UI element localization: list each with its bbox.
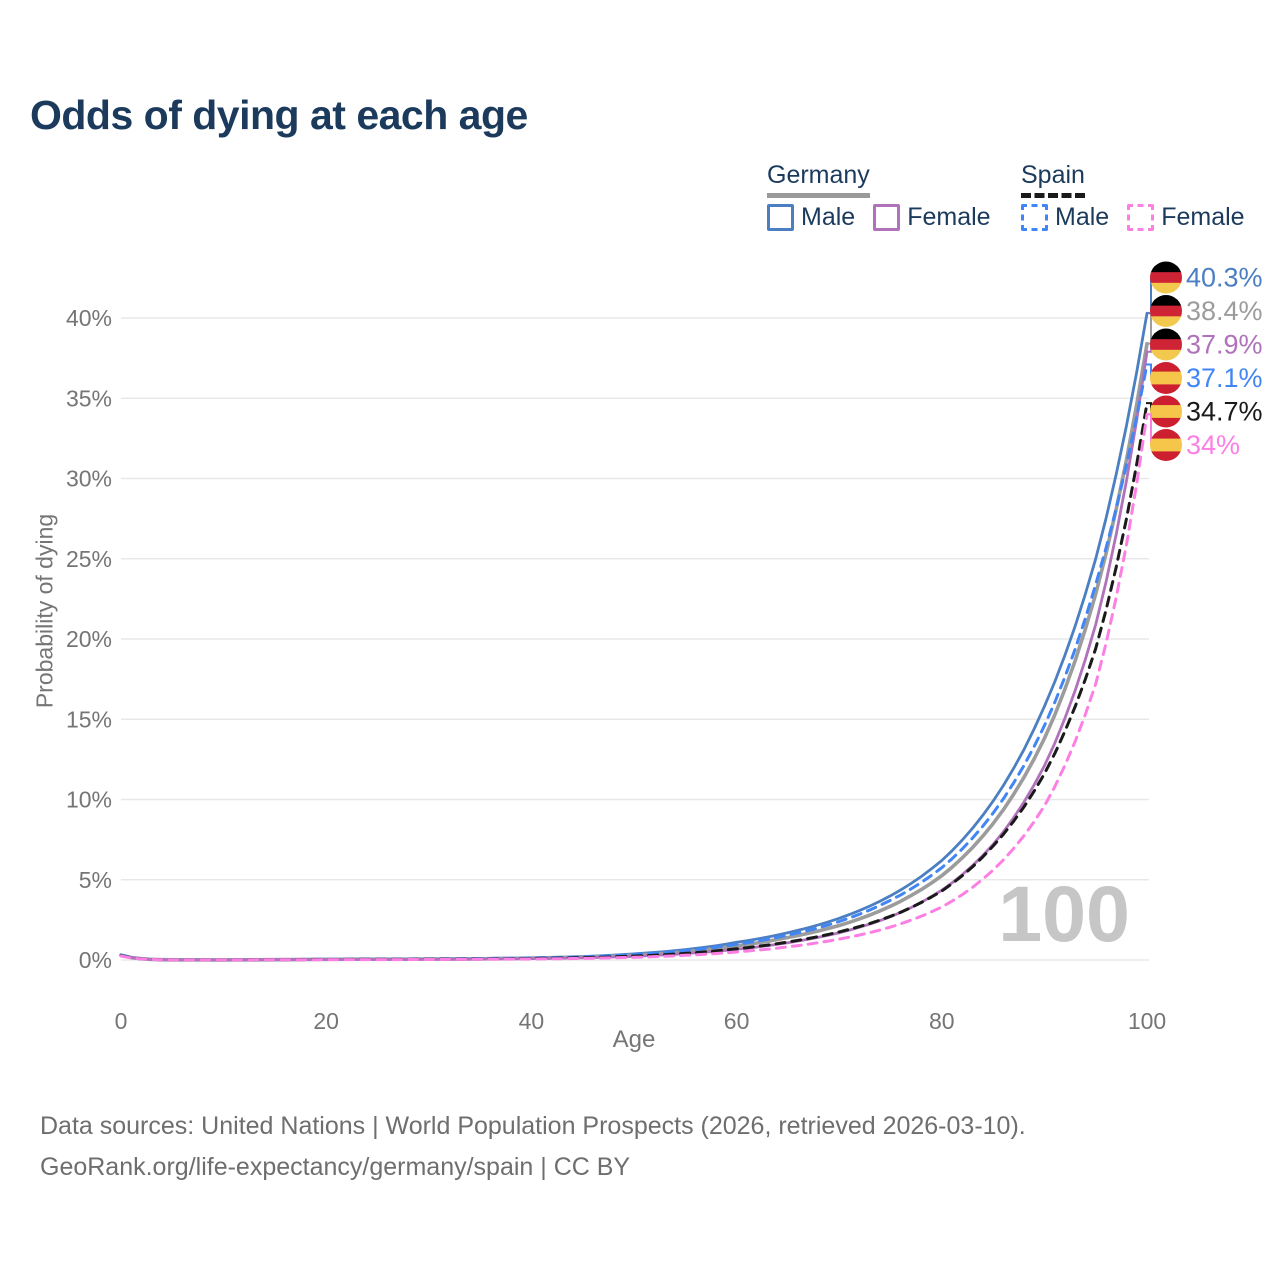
y-tick-label: 15% <box>66 706 112 732</box>
legend-group-germany: Germany Male Female <box>767 161 991 231</box>
y-tick-label: 35% <box>66 385 112 411</box>
germany-flag-icon <box>1150 328 1182 361</box>
series-line-germany-male[interactable] <box>119 311 1149 962</box>
footer-attribution-line: GeoRank.org/life-expectancy/germany/spai… <box>40 1153 631 1181</box>
legend-germany-female[interactable]: Female <box>873 203 991 232</box>
x-tick-label: 0 <box>115 1008 128 1034</box>
end-value-label-germany-male: 40.3% <box>1186 263 1263 293</box>
y-tick-label: 40% <box>66 305 112 331</box>
spain-female-swatch-icon <box>1127 204 1155 231</box>
germany-female-swatch-icon <box>873 204 901 231</box>
end-value-label-germany-female: 37.9% <box>1186 330 1263 360</box>
series-line-spain-female[interactable] <box>119 412 1149 962</box>
spain-flag-icon <box>1150 362 1182 394</box>
x-tick-label: 20 <box>313 1008 339 1034</box>
x-tick-label: 100 <box>1128 1008 1166 1034</box>
footer-sources-line: Data sources: United Nations | World Pop… <box>40 1112 1026 1140</box>
legend-germany-male-label: Male <box>801 203 856 231</box>
series-line-spain-both[interactable] <box>119 401 1149 962</box>
hover-age-watermark: 100 <box>998 869 1130 958</box>
spain-flag-icon <box>1150 395 1182 428</box>
x-tick-label: 60 <box>724 1008 750 1034</box>
legend-spain-label[interactable]: Spain <box>1021 161 1085 198</box>
series-line-spain-male[interactable] <box>119 363 1149 962</box>
series-line-germany-female[interactable] <box>119 350 1149 962</box>
y-tick-label: 5% <box>79 867 112 893</box>
germany-male-swatch-icon <box>767 204 794 231</box>
y-axis-title: Probability of dying <box>31 513 58 709</box>
y-tick-label: 25% <box>66 546 112 572</box>
legend-spain-male[interactable]: Male <box>1021 203 1109 232</box>
legend-germany-label[interactable]: Germany <box>767 161 870 198</box>
end-value-label-spain-both: 34.7% <box>1186 397 1263 427</box>
spain-flag-icon <box>1150 429 1182 461</box>
legend-group-spain: Spain Male Female <box>1021 161 1245 231</box>
y-tick-label: 0% <box>79 947 112 973</box>
footer: Data sources: United Nations | World Pop… <box>40 1106 1026 1188</box>
x-tick-label: 40 <box>519 1008 545 1034</box>
germany-flag-icon <box>1150 261 1182 294</box>
end-value-label-spain-female: 34% <box>1186 430 1240 460</box>
legend-spain-male-label: Male <box>1055 203 1110 231</box>
x-tick-label: 80 <box>929 1008 955 1034</box>
x-axis-title: Age <box>612 1026 656 1053</box>
spain-male-swatch-icon <box>1021 204 1048 231</box>
page-title: Odds of dying at each age <box>30 92 528 138</box>
y-tick-label: 10% <box>66 787 112 813</box>
legend-spain-female-label: Female <box>1161 203 1245 231</box>
y-tick-label: 20% <box>66 626 112 652</box>
y-tick-label: 30% <box>66 466 112 492</box>
end-value-label-spain-male: 37.1% <box>1186 363 1263 393</box>
series-line-germany-both[interactable] <box>119 341 1149 962</box>
legend-germany-female-label: Female <box>907 203 991 231</box>
end-value-label-germany-both: 38.4% <box>1186 296 1263 326</box>
legend-spain-female[interactable]: Female <box>1127 203 1245 232</box>
germany-flag-icon <box>1150 295 1182 327</box>
legend-germany-male[interactable]: Male <box>767 203 855 232</box>
